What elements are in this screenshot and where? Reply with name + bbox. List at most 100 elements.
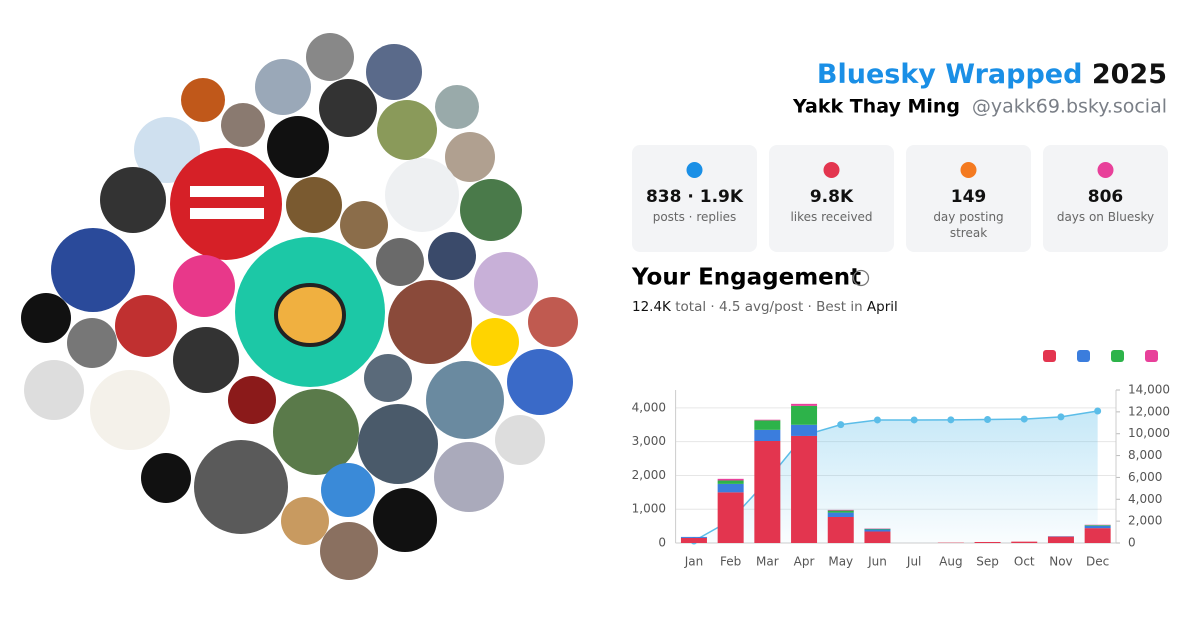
bar	[754, 420, 781, 430]
bar	[974, 541, 1001, 543]
avatar	[528, 297, 578, 347]
stat-value: 838 · 1.9K	[645, 187, 744, 207]
stat-label: day posting streak	[933, 210, 1004, 240]
bar	[717, 478, 744, 481]
bar	[754, 429, 781, 441]
y2-tick-label: 0	[1128, 536, 1136, 550]
bar	[827, 516, 854, 543]
avatar	[319, 79, 377, 137]
legend-icon	[1043, 350, 1056, 362]
y-tick-label: 1,000	[632, 502, 666, 516]
bar	[1084, 528, 1111, 543]
bar	[791, 403, 818, 406]
logo-bar	[190, 186, 264, 197]
info-icon[interactable]	[852, 269, 870, 287]
avatar	[320, 522, 378, 580]
avatar	[373, 488, 437, 552]
icon	[1097, 162, 1114, 178]
icon	[686, 162, 703, 178]
stat-label: posts · replies	[652, 210, 737, 224]
y-tick-label: 3,000	[632, 434, 666, 448]
avatar	[90, 370, 170, 450]
stat-icon	[686, 162, 703, 178]
point	[1057, 413, 1065, 421]
avatar	[376, 238, 424, 286]
bar	[1047, 536, 1074, 543]
stat-card: 838 · 1.9K posts · replies	[632, 145, 757, 252]
avatar	[471, 318, 519, 366]
avatar	[435, 85, 479, 129]
avatar	[364, 354, 412, 402]
avatar	[21, 293, 71, 343]
avatar	[173, 327, 239, 393]
bar	[827, 509, 854, 511]
y2-tick-label: 8,000	[1128, 448, 1162, 462]
user-name: Yakk Thay Ming	[792, 96, 960, 118]
stat-value: 806	[1087, 187, 1124, 207]
chart: 0 1,000 2,000 3,000 4,000 0 2,000 4,000 6,000 8,0…	[632, 350, 1170, 569]
x-tick-label: Apr	[794, 555, 815, 569]
bar	[864, 529, 891, 532]
avatar	[281, 497, 329, 545]
legend-icon	[1111, 350, 1124, 362]
y2-tick-label: 6,000	[1128, 470, 1162, 484]
stat-icon	[1097, 162, 1114, 178]
stat-icon	[960, 162, 977, 178]
x-tick-label: Aug	[939, 555, 962, 569]
x-tick-label: Jun	[867, 555, 887, 569]
avatar	[181, 78, 225, 122]
logo-bar	[190, 208, 264, 219]
point	[837, 421, 845, 429]
logo-face	[274, 283, 346, 347]
point	[984, 416, 992, 424]
y2-tick-label: 14,000	[1128, 383, 1170, 397]
avatar	[495, 415, 545, 465]
handle: @yakk69.bsky.social	[972, 96, 1167, 118]
avatar	[221, 103, 265, 147]
point	[910, 416, 918, 424]
bar	[717, 492, 744, 543]
avatar	[377, 100, 437, 160]
avatar	[321, 463, 375, 517]
title: Bluesky Wrapped 2025	[817, 59, 1167, 90]
avatar	[67, 318, 117, 368]
y2-tick-label: 12,000	[1128, 404, 1170, 418]
avatar	[115, 295, 177, 357]
point	[1020, 415, 1028, 423]
bar	[754, 441, 781, 543]
stat-value: 9.8K	[809, 187, 854, 207]
x-tick-label: Mar	[756, 555, 779, 569]
avatar	[228, 376, 276, 424]
avatar	[141, 453, 191, 503]
title-text: Bluesky Wrapped	[817, 59, 1083, 90]
avatar	[267, 116, 329, 178]
bar	[827, 510, 854, 513]
summary: 12.4K total · 4.5 avg/post · Best in Apr…	[632, 299, 898, 315]
x-tick-label: Oct	[1014, 555, 1035, 569]
summary-text: total · 4.5 avg/post · Best in	[675, 299, 862, 315]
point	[1094, 407, 1102, 415]
section-title: Your Engagement	[631, 265, 861, 291]
avatar	[286, 177, 342, 233]
x-tick-label: Sep	[976, 555, 999, 569]
legend-icon	[1077, 350, 1090, 362]
stat-icon	[823, 162, 840, 178]
bar	[864, 528, 891, 530]
stat-value: 149	[950, 187, 987, 207]
bar	[754, 419, 781, 421]
avatar	[388, 280, 472, 364]
y2-tick-label: 4,000	[1128, 492, 1162, 506]
bar	[1084, 525, 1111, 526]
avatar	[366, 44, 422, 100]
y2-tick-label: 2,000	[1128, 514, 1162, 528]
icon	[823, 162, 840, 178]
avatar	[24, 360, 84, 420]
avatar	[134, 117, 200, 183]
x-tick-label: Jul	[906, 555, 921, 569]
avatar	[428, 232, 476, 280]
point	[947, 416, 955, 424]
y-tick-label: 4,000	[632, 400, 666, 414]
avatar	[358, 404, 438, 484]
avatar	[460, 179, 522, 241]
